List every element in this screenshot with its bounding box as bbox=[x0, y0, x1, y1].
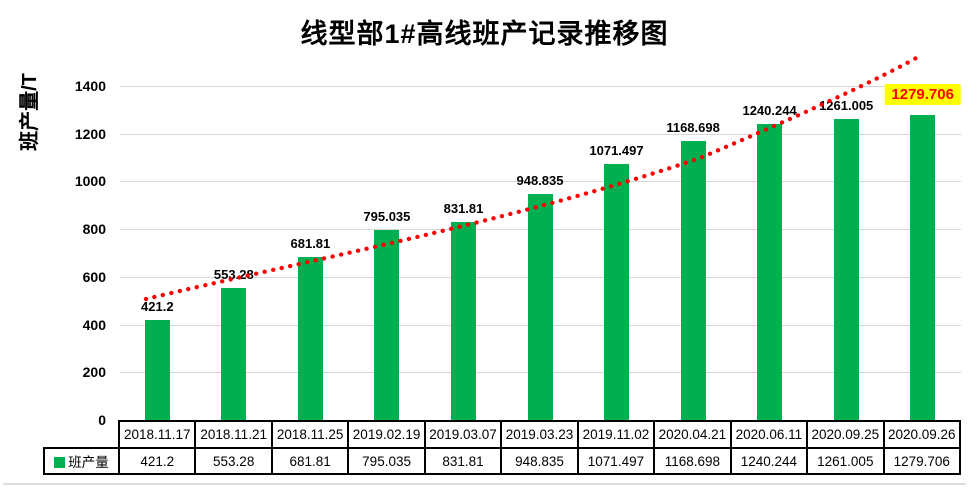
table-value-cell: 1261.005 bbox=[806, 447, 885, 475]
table-value-cell: 831.81 bbox=[423, 447, 503, 475]
chart-title: 线型部1#高线班产记录推移图 bbox=[300, 19, 669, 49]
bar bbox=[221, 288, 247, 420]
bar-label: 681.81 bbox=[290, 236, 331, 252]
bar-label: 1071.497 bbox=[589, 143, 644, 159]
table-date-cell: 2018.11.21 bbox=[194, 420, 273, 449]
y-tick-label: 1000 bbox=[74, 173, 106, 190]
bar bbox=[604, 164, 629, 420]
table-date-cell: 2019.03.23 bbox=[500, 420, 579, 449]
bar bbox=[144, 319, 170, 420]
bar-label: 1261.005 bbox=[819, 98, 874, 113]
gridline bbox=[120, 85, 961, 87]
y-axis-title: 班产量/T bbox=[19, 73, 41, 151]
bar-label: 553.28 bbox=[213, 267, 254, 282]
legend-label: 班产量 bbox=[68, 455, 109, 470]
bar-label: 831.81 bbox=[443, 200, 484, 216]
bar bbox=[680, 141, 706, 420]
y-tick-label: 600 bbox=[82, 268, 106, 285]
y-tick-label: 1400 bbox=[74, 77, 106, 94]
table-value-cell: 1168.698 bbox=[653, 447, 732, 475]
table-values-row: 班产量 421.2 553.28 681.81 795.035 831.81 948.83… bbox=[43, 447, 962, 475]
table-date-cell: 2020.04.21 bbox=[653, 420, 732, 449]
bar bbox=[527, 193, 553, 420]
bar-label: 1240.244 bbox=[742, 103, 797, 118]
table-value-cell: 681.81 bbox=[270, 447, 350, 475]
table-date-cell: 2020.09.25 bbox=[806, 420, 885, 449]
y-tick-label: 1200 bbox=[74, 125, 106, 142]
table-date-cell: 2018.11.25 bbox=[270, 420, 350, 449]
table-value-cell: 948.835 bbox=[500, 447, 579, 475]
table-date-cell: 2020.09.26 bbox=[882, 420, 962, 449]
table-value-cell: 1240.244 bbox=[729, 447, 809, 475]
table-date-cell: 2019.03.07 bbox=[423, 420, 503, 449]
table-value-cell: 795.035 bbox=[347, 447, 426, 475]
y-tick-label: 400 bbox=[82, 316, 106, 333]
bar bbox=[374, 230, 400, 420]
bar-label: 948.835 bbox=[516, 172, 564, 188]
bar-label-highlighted: 1279.706 bbox=[884, 83, 961, 105]
bar bbox=[297, 257, 323, 420]
bar bbox=[910, 114, 936, 420]
bar bbox=[451, 221, 476, 420]
legend-cell: 班产量 bbox=[43, 447, 120, 475]
table-date-cell: 2019.02.19 bbox=[347, 420, 426, 449]
table-value-cell: 1071.497 bbox=[576, 447, 656, 475]
table-date-cell: 2019.11.02 bbox=[576, 420, 656, 449]
table-date-cell: 2020.06.11 bbox=[729, 420, 809, 449]
table-value-cell: 421.2 bbox=[117, 447, 197, 475]
table-value-cell: 553.28 bbox=[194, 447, 273, 475]
bar bbox=[757, 124, 783, 420]
table-blank-cell bbox=[44, 421, 119, 448]
bar bbox=[833, 119, 859, 420]
y-tick-label: 0 bbox=[98, 412, 106, 428]
table-dates-row: 2018.11.17 2018.11.21 2018.11.25 2019.02.19… bbox=[44, 420, 962, 449]
table-value-cell: 1279.706 bbox=[882, 447, 962, 475]
bar-label: 1168.698 bbox=[666, 120, 720, 136]
bar-label: 421.2 bbox=[141, 298, 174, 314]
bar-label: 795.035 bbox=[363, 209, 411, 225]
y-tick-label: 800 bbox=[82, 221, 106, 238]
data-table: 2018.11.17 2018.11.21 2018.11.25 2019.02.19… bbox=[43, 420, 962, 475]
y-tick-label: 200 bbox=[82, 364, 106, 381]
chart-bottom-edge bbox=[3, 483, 966, 485]
table-date-cell: 2018.11.17 bbox=[117, 420, 197, 449]
series-color-swatch-icon bbox=[54, 457, 66, 468]
